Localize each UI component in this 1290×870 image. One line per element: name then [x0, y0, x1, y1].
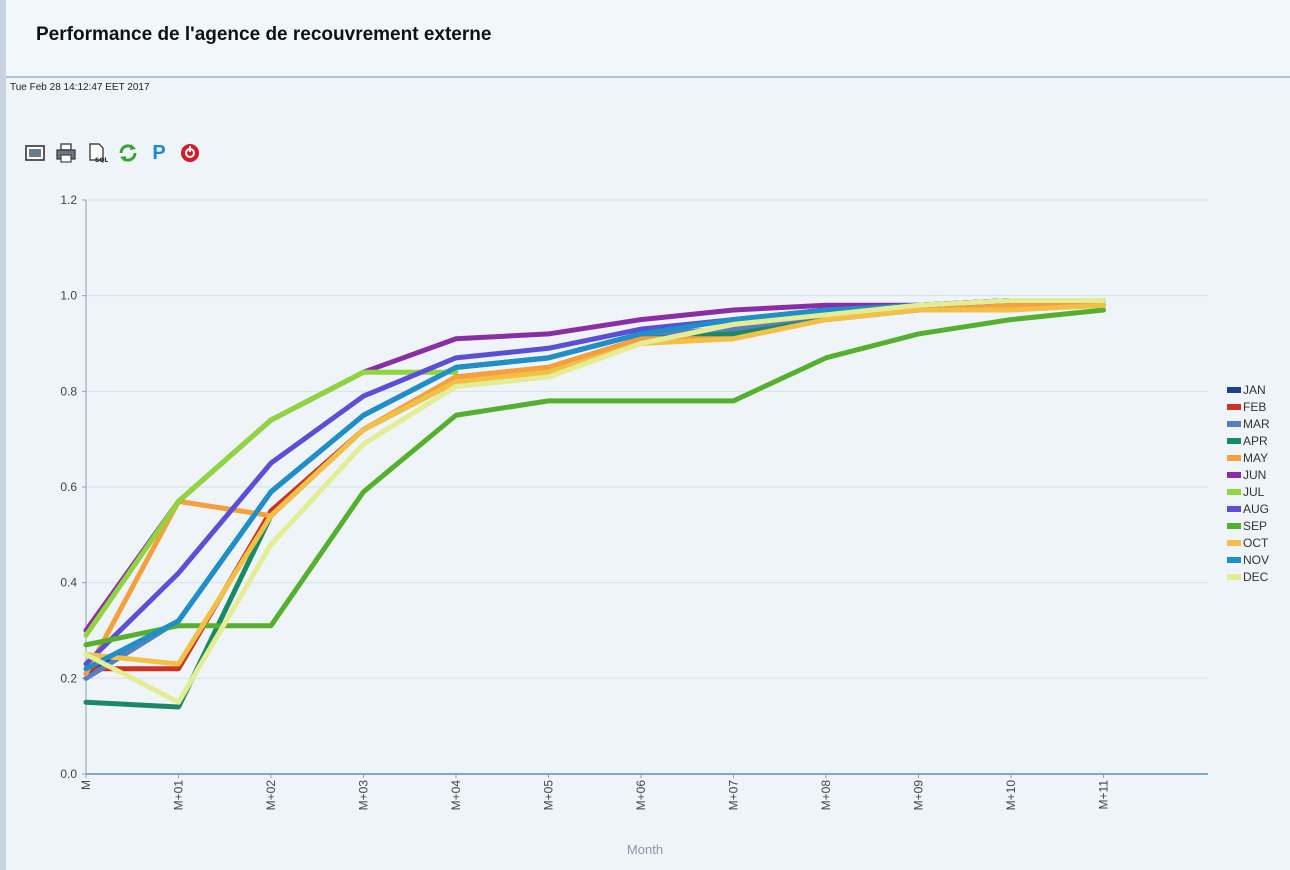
chart-legend: JAN FEB MAR APR MAY JUN JUL AUG SEP OCT NOV DEC — [1227, 381, 1270, 585]
legend-swatch — [1227, 505, 1241, 512]
legend-swatch — [1227, 454, 1241, 461]
legend-label: MAY — [1243, 450, 1269, 465]
x-tick-label: M+02 — [264, 780, 278, 811]
close-icon[interactable] — [179, 142, 201, 164]
header-bar: Performance de l'agence de recouvrement … — [6, 0, 1290, 78]
legend-label: MAR — [1243, 416, 1270, 431]
left-edge-border — [0, 0, 6, 870]
legend-item-may[interactable]: MAY — [1227, 449, 1270, 466]
parameters-icon[interactable]: P — [148, 142, 170, 164]
legend-label: DEC — [1243, 569, 1269, 584]
x-tick-label: M+07 — [727, 780, 741, 811]
x-tick-label: M — [79, 780, 93, 790]
y-tick-label: 0.6 — [60, 480, 77, 494]
legend-swatch — [1227, 488, 1241, 495]
print-icon[interactable] — [55, 142, 77, 164]
legend-swatch — [1227, 539, 1241, 546]
y-tick-label: 0.8 — [60, 384, 77, 398]
legend-label: FEB — [1243, 399, 1267, 414]
legend-label: OCT — [1243, 535, 1269, 550]
legend-swatch — [1227, 386, 1241, 393]
legend-item-dec[interactable]: DEC — [1227, 568, 1270, 585]
series-line-apr — [83, 302, 1106, 710]
refresh-icon[interactable] — [117, 142, 139, 164]
legend-item-jan[interactable]: JAN — [1227, 381, 1270, 398]
legend-swatch — [1227, 556, 1241, 563]
legend-swatch — [1227, 573, 1241, 580]
page-title: Performance de l'agence de recouvrement … — [36, 24, 492, 45]
legend-swatch — [1227, 522, 1241, 529]
legend-swatch — [1227, 420, 1241, 427]
y-tick-label: 1.0 — [60, 289, 77, 303]
legend-item-nov[interactable]: NOV — [1227, 551, 1270, 568]
y-tick-label: 1.2 — [60, 193, 77, 207]
legend-item-sep[interactable]: SEP — [1227, 517, 1270, 534]
series-line-jul — [83, 369, 459, 638]
x-tick-label: M+11 — [1097, 780, 1111, 810]
chart-labels: 0.0 0.2 0.4 0.6 0.8 1.0 1.2 M M+01 M+02 M+03 M+04 M+… — [60, 193, 1110, 857]
y-tick-label: 0.0 — [60, 767, 77, 781]
x-tick-label: M+08 — [819, 780, 833, 811]
x-tick-label: M+04 — [449, 780, 463, 811]
report-toolbar: SQL P — [24, 141, 201, 165]
y-tick-label: 0.4 — [60, 576, 77, 590]
legend-label: JAN — [1243, 382, 1266, 397]
legend-swatch — [1227, 471, 1241, 478]
svg-text:SQL: SQL — [95, 157, 108, 164]
x-tick-label: M+09 — [912, 780, 926, 811]
legend-label: JUN — [1243, 467, 1267, 482]
legend-item-oct[interactable]: OCT — [1227, 534, 1270, 551]
x-tick-label: M+03 — [357, 780, 371, 811]
legend-label: AUG — [1243, 501, 1270, 516]
legend-item-mar[interactable]: MAR — [1227, 415, 1270, 432]
chart-series — [83, 297, 1106, 710]
chart-grid — [86, 199, 1208, 679]
legend-label: APR — [1243, 433, 1268, 448]
series-line-dec — [83, 297, 1106, 705]
x-axis-title: Month — [627, 842, 663, 857]
report-timestamp: Tue Feb 28 14:12:47 EET 2017 — [10, 82, 150, 93]
legend-label: NOV — [1243, 552, 1270, 567]
x-tick-label: M+01 — [172, 780, 186, 811]
series-line-sep — [83, 307, 1106, 648]
parameters-glyph: P — [152, 141, 166, 164]
legend-label: SEP — [1243, 518, 1268, 533]
legend-label: JUL — [1243, 484, 1265, 499]
y-tick-label: 0.2 — [60, 671, 77, 685]
display-icon[interactable] — [24, 142, 46, 164]
sql-icon[interactable]: SQL — [86, 142, 108, 164]
legend-item-jun[interactable]: JUN — [1227, 466, 1270, 483]
x-tick-label: M+05 — [542, 780, 556, 811]
x-tick-label: M+06 — [634, 780, 648, 811]
legend-item-aug[interactable]: AUG — [1227, 500, 1270, 517]
x-tick-label: M+10 — [1004, 780, 1018, 811]
legend-swatch — [1227, 403, 1241, 410]
legend-item-apr[interactable]: APR — [1227, 432, 1270, 449]
legend-item-feb[interactable]: FEB — [1227, 398, 1270, 415]
line-chart: 0.0 0.2 0.4 0.6 0.8 1.0 1.2 M M+01 M+02 M+03 M+04 M+… — [60, 193, 1208, 857]
legend-swatch — [1227, 437, 1241, 444]
legend-item-jul[interactable]: JUL — [1227, 483, 1270, 500]
